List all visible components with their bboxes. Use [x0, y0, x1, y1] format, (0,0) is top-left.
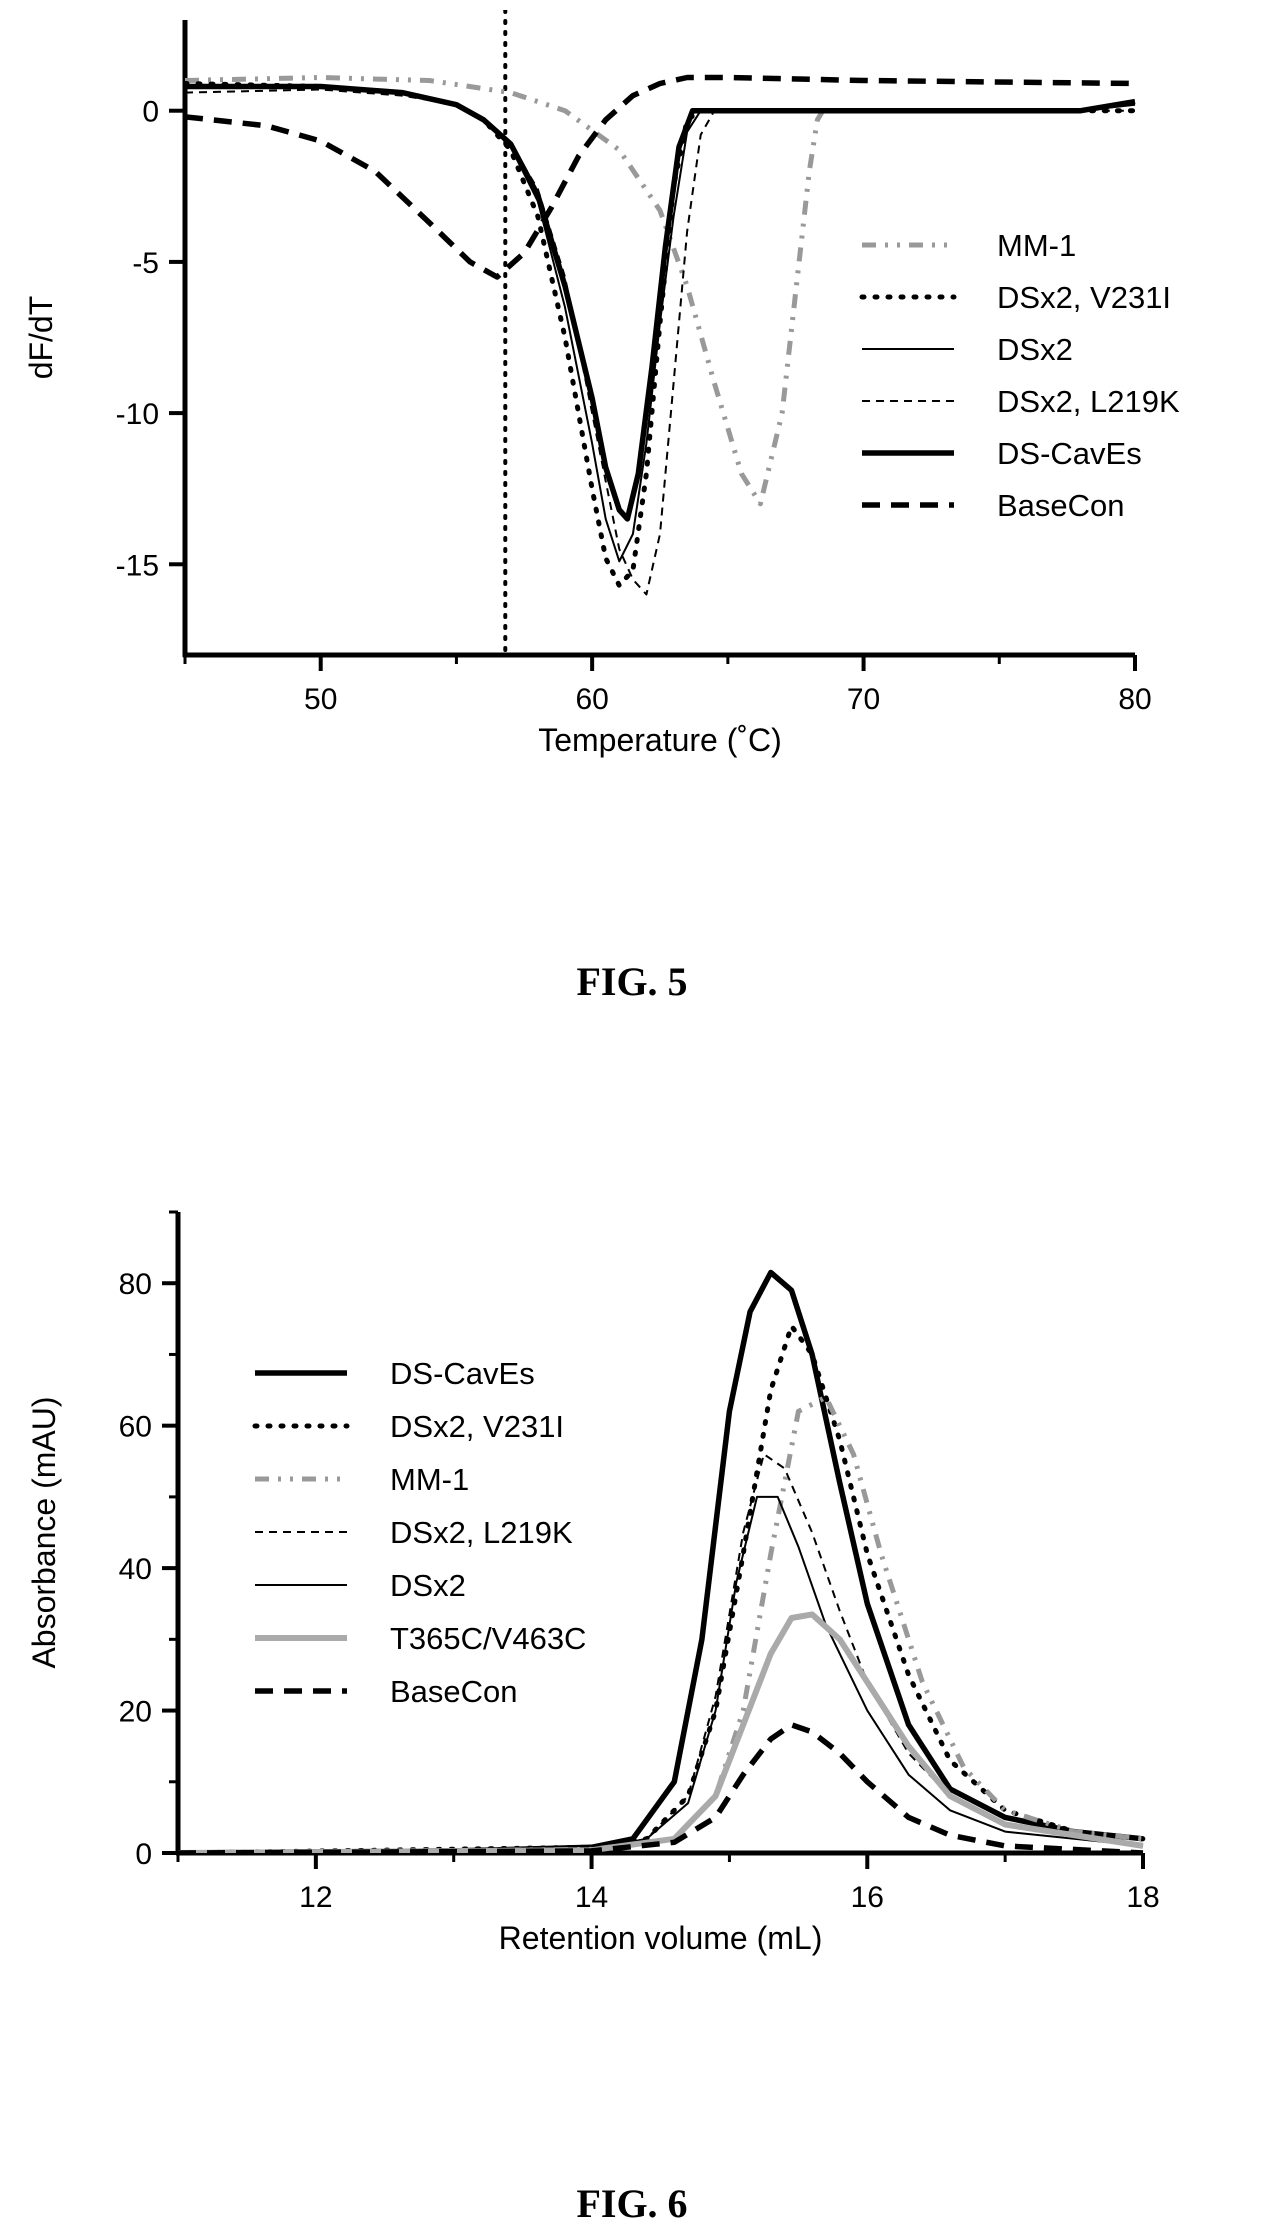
- legend-label-6: BaseCon: [997, 488, 1125, 523]
- legend-label-5: DS-CavEs: [997, 436, 1142, 471]
- legend-label-2: DSx2, V231I: [390, 1409, 564, 1444]
- y-axis-label: Absorbance (mAU): [26, 1396, 62, 1668]
- x-tick-label: 80: [1118, 683, 1151, 716]
- legend-label-5: DSx2: [390, 1568, 466, 1603]
- chart-fig6: 12 14 16 18 0 20 40 60 80 Retention volume (mL) Ab…: [26, 1210, 1160, 1956]
- x-axis-label: Retention volume (mL): [499, 1920, 823, 1956]
- series-line-1: [185, 75, 831, 507]
- y-tick-label: -5: [132, 247, 159, 280]
- series-line-5: [185, 83, 1136, 522]
- figure-label-fig6: FIG. 6: [576, 2181, 687, 2226]
- y-tick-label: 20: [119, 1696, 152, 1729]
- series-line-2: [178, 1323, 1146, 1853]
- x-tick-label: 14: [575, 1881, 608, 1914]
- series-line-5: [178, 1495, 1144, 1853]
- series-line-6: [185, 74, 1136, 280]
- x-tick-label: 70: [847, 683, 880, 716]
- series-line-3: [185, 85, 1136, 563]
- series-line-3: [178, 1394, 1144, 1853]
- x-tick-label: 16: [851, 1881, 884, 1914]
- legend-label-1: MM-1: [997, 228, 1076, 263]
- series-line-7: [178, 1722, 1144, 1853]
- chart-fig5: 50 60 70 80 0 -5 -10 -15 Temperature (˚C) dF/dT MM…: [23, 10, 1180, 758]
- y-tick-label: 0: [142, 96, 159, 129]
- legend-label-3: MM-1: [390, 1462, 469, 1497]
- figure-label-fig5: FIG. 5: [576, 959, 687, 1004]
- x-tick-label: 12: [299, 1881, 332, 1914]
- x-tick-label: 60: [575, 683, 608, 716]
- series-line-6: [178, 1611, 1144, 1853]
- legend-label-3: DSx2: [997, 332, 1073, 367]
- x-tick-label: 50: [304, 683, 337, 716]
- legend-label-4: DSx2, L219K: [997, 384, 1180, 419]
- x-tick-label: 18: [1126, 1881, 1159, 1914]
- series-line-2: [185, 81, 1138, 588]
- y-tick-label: 0: [135, 1838, 152, 1871]
- legend-label-4: DSx2, L219K: [390, 1515, 573, 1550]
- legend-label-1: DS-CavEs: [390, 1356, 535, 1391]
- legend-label-6: T365C/V463C: [390, 1621, 586, 1656]
- legend-label-7: BaseCon: [390, 1674, 518, 1709]
- y-tick-label: -10: [116, 398, 159, 431]
- series-line-1: [178, 1269, 1144, 1853]
- series-line-4: [185, 88, 1135, 596]
- series-line-4: [178, 1453, 1144, 1853]
- y-tick-label: 80: [119, 1268, 152, 1301]
- y-tick-label: -15: [116, 549, 159, 582]
- x-axis-label: Temperature (˚C): [538, 722, 782, 758]
- y-tick-label: 60: [119, 1411, 152, 1444]
- y-axis-label: dF/dT: [23, 296, 59, 380]
- legend-label-2: DSx2, V231I: [997, 280, 1171, 315]
- y-tick-label: 40: [119, 1553, 152, 1586]
